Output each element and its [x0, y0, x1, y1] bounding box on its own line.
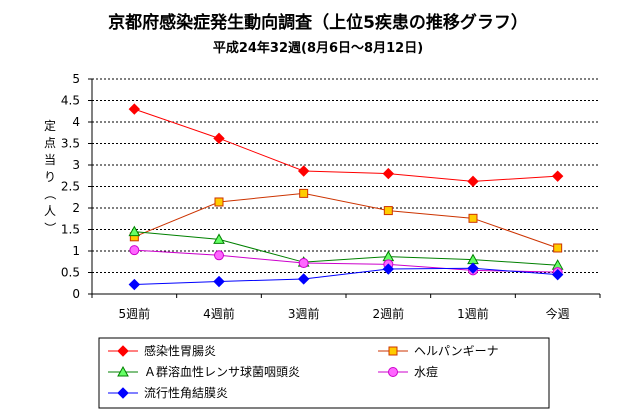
legend-label: 感染性胃腸炎	[144, 343, 216, 358]
x-tick-label: 5週前	[119, 306, 151, 321]
data-point	[382, 263, 395, 275]
data-point	[467, 175, 479, 188]
legend-marker	[388, 346, 398, 356]
y-tick-label: 1.5	[61, 223, 80, 237]
y-axis-label-char: ）	[43, 222, 57, 234]
x-tick-label: 今週	[546, 306, 570, 321]
y-axis-label-char: 人	[44, 204, 56, 218]
series-line	[134, 249, 558, 273]
legend-marker	[388, 367, 398, 377]
series	[128, 103, 564, 291]
series-line	[134, 267, 558, 286]
y-tick-label: 2.5	[61, 180, 80, 194]
data-point	[382, 250, 395, 262]
y-axis-label-char: 当	[44, 153, 56, 167]
series-line	[134, 108, 558, 182]
data-point	[298, 258, 309, 269]
data-point	[467, 262, 479, 274]
axes	[88, 78, 601, 298]
y-tick-label: 0	[72, 287, 80, 301]
legend-item: 水痘	[378, 364, 438, 379]
legend-item: ヘルパンギーナ	[378, 344, 499, 358]
series-0	[128, 103, 564, 188]
data-point	[383, 206, 393, 216]
legend-item: Ａ群溶血性レンサ球菌咽頭炎	[108, 364, 300, 379]
y-axis-label-char: り	[44, 170, 56, 184]
legend-label: Ａ群溶血性レンサ球菌咽頭炎	[144, 364, 300, 379]
data-point	[213, 132, 225, 145]
y-tick-label: 0.5	[61, 266, 80, 280]
data-point	[297, 273, 310, 285]
x-tick-label: 2週前	[373, 306, 405, 321]
data-point	[214, 197, 224, 207]
legend-marker	[117, 387, 129, 399]
legend-label: ヘルパンギーナ	[414, 344, 499, 358]
legend-marker	[117, 345, 129, 357]
series-2	[128, 225, 564, 270]
series-line	[134, 192, 558, 249]
x-tick-labels: 5週前 4週前 3週前 2週前 1週前 今週	[119, 306, 570, 321]
legend-item: 流行性角結膜炎	[108, 386, 228, 400]
data-point	[213, 233, 225, 244]
series-line	[134, 231, 558, 266]
y-axis-label-char: （	[43, 188, 57, 200]
data-point	[551, 268, 564, 281]
grid	[92, 78, 600, 273]
data-point	[128, 278, 141, 291]
series-4	[128, 262, 564, 291]
y-tick-labels: 0 0.5 1 1.5 2 2.5 3 3.5 4 4.5 5	[61, 72, 80, 301]
y-axis-label-char: 定	[44, 118, 56, 133]
series-3	[129, 245, 563, 278]
legend-item: 感染性胃腸炎	[108, 343, 216, 358]
data-point	[213, 275, 225, 288]
chart-subtitle: 平成24年32週(8月6日～8月12日)	[213, 40, 423, 56]
legend-box	[98, 337, 550, 409]
y-tick-label: 1	[72, 244, 80, 258]
data-point	[551, 170, 564, 182]
data-point	[382, 167, 395, 180]
data-point	[128, 103, 141, 115]
x-tick-label: 1週前	[457, 306, 489, 321]
y-tick-label: 3	[72, 158, 80, 172]
chart-title: 京都府感染症発生動向調査（上位5疾患の推移グラフ）	[108, 12, 528, 33]
data-point	[128, 225, 141, 237]
data-point	[299, 188, 309, 198]
data-point	[297, 165, 310, 177]
x-tick-label: 3週前	[288, 306, 320, 321]
x-tick-label: 4週前	[203, 306, 235, 321]
y-tick-label: 2	[72, 201, 80, 215]
data-point	[214, 250, 224, 261]
legend-marker	[117, 365, 129, 377]
data-point	[553, 243, 563, 253]
y-tick-label: 4	[72, 115, 80, 129]
series-1	[129, 188, 563, 253]
y-tick-label: 5	[72, 72, 80, 86]
legend-label: 水痘	[414, 364, 438, 379]
data-point	[129, 245, 140, 256]
data-point	[468, 213, 478, 223]
legend-label: 流行性角結膜炎	[144, 386, 228, 400]
y-tick-label: 4.5	[61, 94, 80, 108]
y-axis-label-char: 点	[44, 136, 56, 150]
y-tick-label: 3.5	[61, 137, 80, 151]
